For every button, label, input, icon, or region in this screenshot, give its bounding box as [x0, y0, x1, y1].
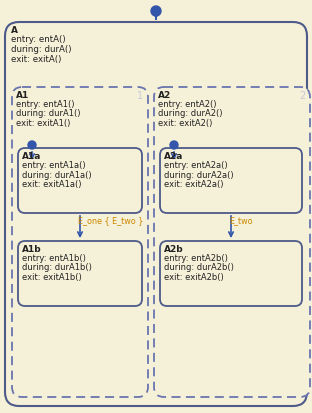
- Text: during: durA(): during: durA(): [11, 45, 71, 54]
- Text: entry: entA2b(): entry: entA2b(): [164, 254, 228, 263]
- Text: during: durA1a(): during: durA1a(): [22, 171, 92, 180]
- Text: entry: entA(): entry: entA(): [11, 35, 66, 44]
- Circle shape: [28, 141, 36, 149]
- Text: during: durA2(): during: durA2(): [158, 109, 222, 119]
- Text: exit: exitA1b(): exit: exitA1b(): [22, 273, 82, 282]
- FancyBboxPatch shape: [160, 241, 302, 306]
- Text: during: durA1b(): during: durA1b(): [22, 263, 92, 273]
- Text: 2: 2: [299, 91, 305, 101]
- Circle shape: [170, 141, 178, 149]
- Text: during: durA1(): during: durA1(): [16, 109, 80, 119]
- Text: during: durA2a(): during: durA2a(): [164, 171, 234, 180]
- Text: A2b: A2b: [164, 245, 184, 254]
- Text: E_two: E_two: [229, 216, 253, 225]
- Text: during: durA2b(): during: durA2b(): [164, 263, 234, 273]
- Circle shape: [151, 6, 161, 16]
- Text: A2: A2: [158, 91, 171, 100]
- FancyBboxPatch shape: [12, 87, 148, 397]
- Text: exit: exitA1(): exit: exitA1(): [16, 119, 71, 128]
- Text: exit: exitA(): exit: exitA(): [11, 55, 61, 64]
- Text: A2a: A2a: [164, 152, 183, 161]
- FancyBboxPatch shape: [18, 241, 142, 306]
- Text: entry: entA2(): entry: entA2(): [158, 100, 217, 109]
- Text: entry: entA1(): entry: entA1(): [16, 100, 75, 109]
- FancyBboxPatch shape: [160, 148, 302, 213]
- Text: A1a: A1a: [22, 152, 41, 161]
- Text: A: A: [11, 26, 18, 35]
- FancyBboxPatch shape: [18, 148, 142, 213]
- Text: entry: entA1a(): entry: entA1a(): [22, 161, 85, 170]
- Text: exit: exitA1a(): exit: exitA1a(): [22, 180, 81, 189]
- Text: entry: entA2a(): entry: entA2a(): [164, 161, 228, 170]
- Text: exit: exitA2b(): exit: exitA2b(): [164, 273, 224, 282]
- Text: A1: A1: [16, 91, 29, 100]
- Text: E_one { E_two }: E_one { E_two }: [78, 216, 144, 225]
- Text: 1: 1: [137, 91, 143, 101]
- Text: exit: exitA2(): exit: exitA2(): [158, 119, 212, 128]
- Text: entry: entA1b(): entry: entA1b(): [22, 254, 86, 263]
- Text: exit: exitA2a(): exit: exitA2a(): [164, 180, 223, 189]
- FancyBboxPatch shape: [5, 22, 307, 406]
- FancyBboxPatch shape: [154, 87, 310, 397]
- Text: A1b: A1b: [22, 245, 41, 254]
